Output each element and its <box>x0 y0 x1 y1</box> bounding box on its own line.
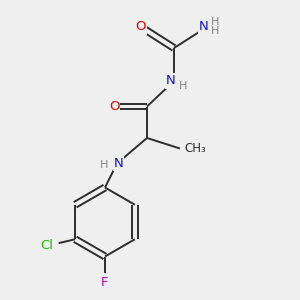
Text: H: H <box>211 26 219 37</box>
Text: Cl: Cl <box>40 239 53 252</box>
Text: N: N <box>199 20 209 34</box>
Text: H: H <box>179 80 187 91</box>
Text: H: H <box>100 160 109 170</box>
Text: N: N <box>166 74 176 88</box>
Text: O: O <box>136 20 146 34</box>
Text: H: H <box>211 16 219 27</box>
Text: F: F <box>101 275 109 289</box>
Text: N: N <box>114 157 123 170</box>
Text: CH₃: CH₃ <box>184 142 206 155</box>
Text: O: O <box>109 100 119 113</box>
